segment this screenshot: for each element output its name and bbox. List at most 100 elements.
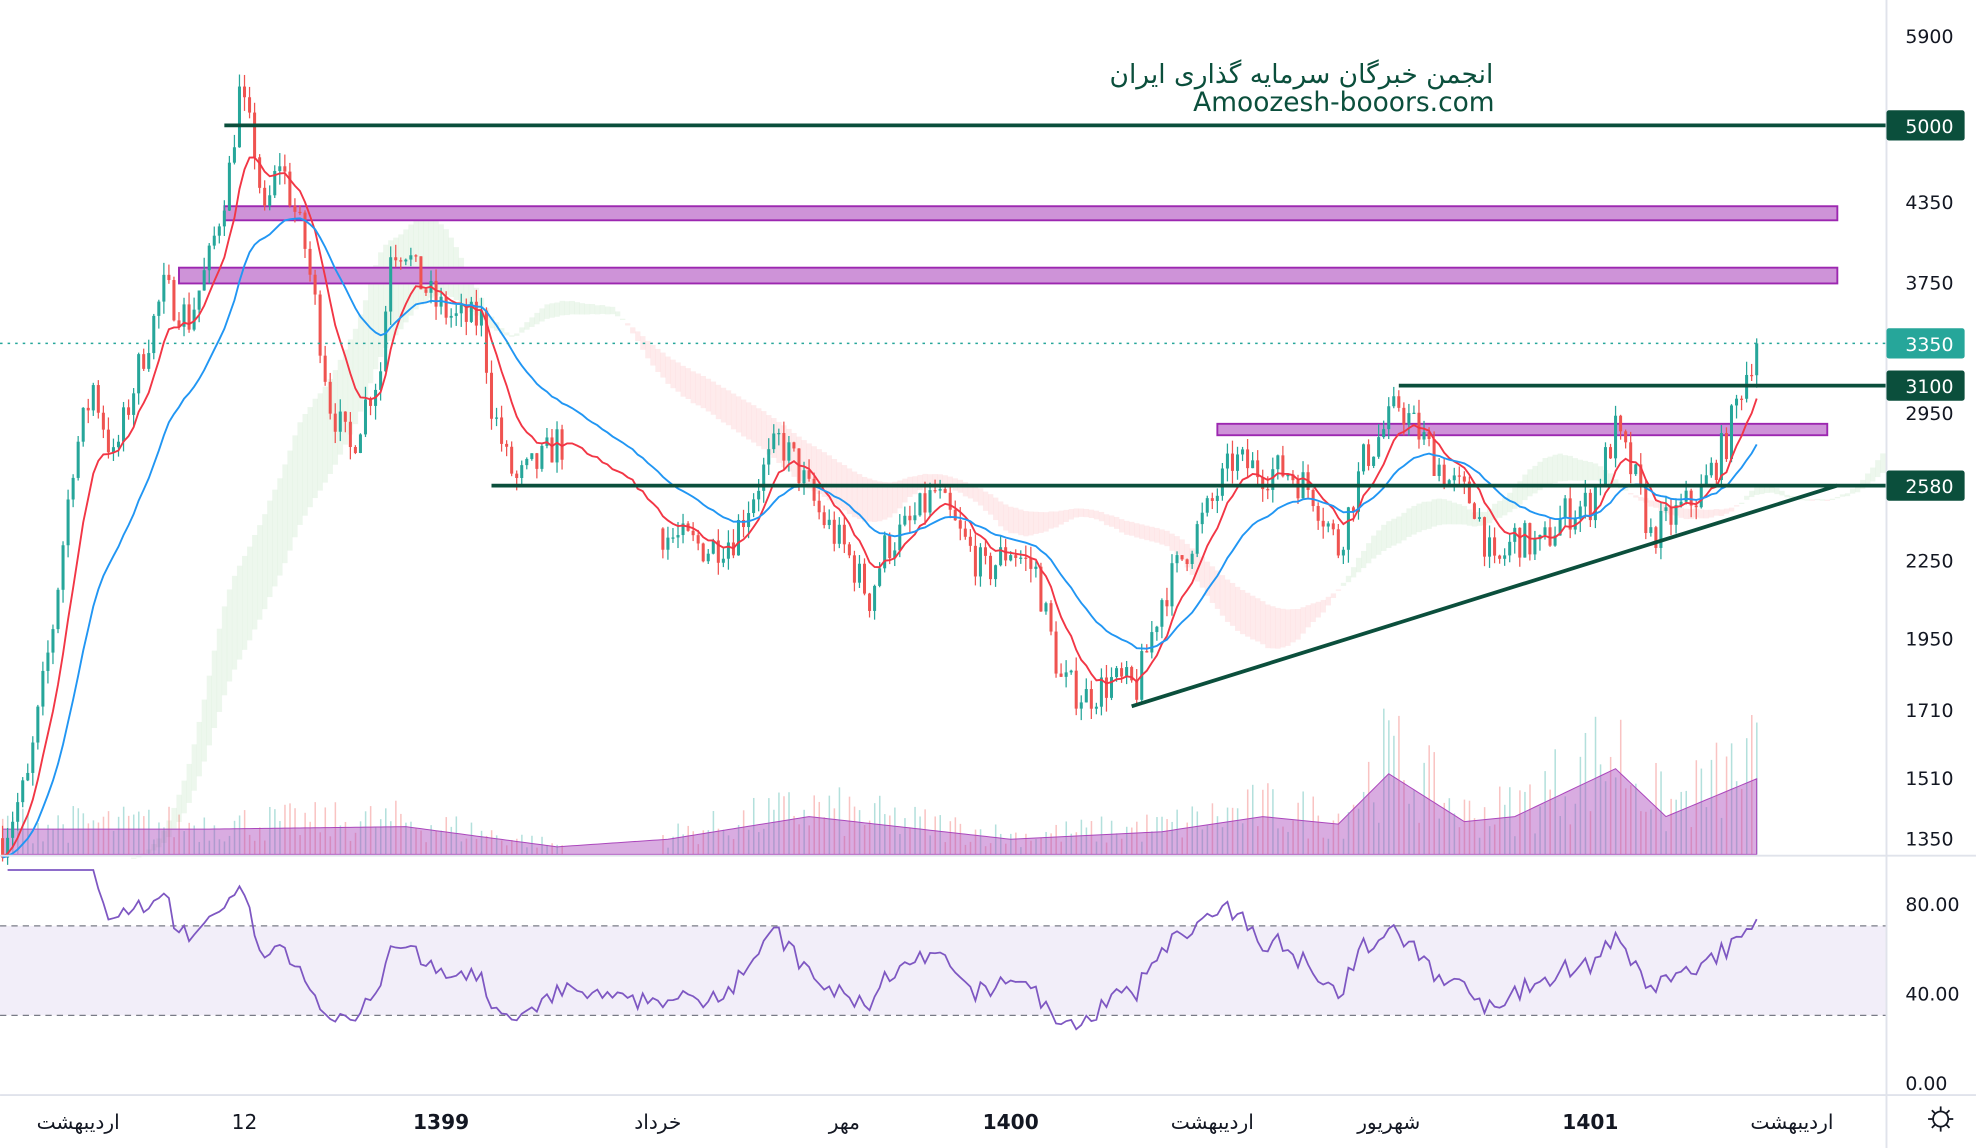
trendline[interactable] (1131, 483, 1838, 709)
settings-button[interactable] (1928, 1106, 1954, 1132)
volume-bar (1685, 790, 1688, 855)
volume-bar (1514, 836, 1516, 855)
cloud-segment (196, 721, 202, 777)
resistance-zone[interactable] (178, 266, 1839, 285)
candle-body (152, 315, 156, 354)
cloud-segment (181, 780, 187, 814)
cloud-segment (791, 433, 797, 477)
candle-body (852, 555, 856, 583)
time-tick-label: 1400 (983, 1110, 1039, 1134)
volume-bar (1574, 803, 1577, 855)
cloud-segment (544, 304, 550, 319)
time-axis[interactable]: اردیبهشت 12 1399 خرداد مهر 1400 اردیبهشت شهریور… (37, 1110, 1834, 1134)
candle-body (1044, 603, 1048, 612)
volume-bar (1322, 837, 1325, 855)
volume-bar (1433, 752, 1435, 855)
cloud-segment (1754, 487, 1760, 495)
cloud-segment (1799, 498, 1805, 501)
volume-bar (1146, 814, 1148, 855)
volume-bar (768, 798, 770, 855)
volume-bar (1075, 832, 1078, 855)
volume-bar (188, 822, 190, 855)
cloud-segment (1466, 509, 1473, 526)
cloud-segment (715, 384, 722, 420)
candle-body (81, 407, 85, 442)
candle-body (1180, 555, 1184, 560)
volume-bar (37, 823, 39, 855)
cloud-segment (1562, 455, 1568, 482)
volume-bar (299, 835, 301, 855)
candle-body (530, 453, 534, 459)
candle-body (767, 449, 771, 465)
candle-body (1442, 464, 1446, 487)
candle-body (873, 585, 877, 611)
cloud-segment (176, 794, 182, 822)
cloud-segment (1315, 601, 1321, 618)
cloud-segment (1774, 488, 1780, 495)
volume-bar (243, 810, 246, 855)
candle-body (1377, 437, 1381, 457)
cloud-segment (1542, 457, 1548, 488)
candle-body (404, 259, 408, 262)
cloud-segment (982, 491, 989, 511)
volume-bar (1282, 826, 1284, 855)
cloud-segment (1537, 461, 1543, 491)
volume-bar (531, 835, 533, 855)
cloud-segment (841, 465, 848, 511)
cloud-segment (1134, 523, 1140, 538)
cloud-segment (1214, 570, 1221, 609)
volume-bar (868, 820, 871, 855)
volume-bar (1725, 756, 1728, 855)
candle-body (777, 433, 781, 435)
candle-body (1523, 523, 1527, 558)
volume-bar (183, 831, 185, 855)
volume-bar (385, 808, 387, 855)
cloud-segment (1098, 511, 1105, 522)
volume-bar (309, 821, 311, 855)
level-badge-3100[interactable]: 3100 (1886, 370, 1965, 401)
volume-bar (828, 795, 831, 855)
volume-bar (919, 816, 921, 855)
candle-body (283, 166, 287, 172)
cloud-segment (1597, 466, 1604, 482)
candle-body (237, 86, 241, 148)
volume-bar (1297, 802, 1299, 855)
cloud-segment (1270, 606, 1276, 649)
candle-body (510, 446, 514, 474)
cloud-segment (1728, 507, 1735, 512)
resistance-zone[interactable] (1216, 422, 1829, 437)
level-badge-5000[interactable]: 5000 (1886, 110, 1965, 141)
volume-bar (1070, 833, 1073, 855)
cloud-segment (846, 468, 853, 515)
candle-body (1689, 490, 1693, 506)
cloud-segment (670, 359, 676, 389)
resistance-zone[interactable] (223, 205, 1839, 222)
cloud-segment (443, 229, 449, 295)
volume-bar (899, 833, 901, 855)
candle-body (963, 528, 967, 537)
volume-bar (677, 823, 679, 855)
candle-body (1493, 537, 1497, 556)
cloud-segment (1285, 609, 1291, 646)
last-price-badge[interactable]: 3350 (1886, 328, 1965, 359)
volume-bar (460, 841, 463, 855)
volume-bar (1191, 806, 1194, 855)
candle-body (661, 528, 665, 550)
candle-body (1059, 673, 1063, 677)
cloud-segment (1355, 557, 1362, 573)
cloud-segment (559, 300, 565, 316)
volume-bar (999, 833, 1002, 855)
cloud-segment (1381, 524, 1387, 551)
candle-body (1034, 566, 1038, 569)
volume-bar (1635, 783, 1637, 855)
volume-bar (67, 842, 69, 855)
candle-body (1755, 343, 1759, 376)
candle-body (1614, 415, 1618, 459)
candle-body (1694, 505, 1698, 508)
level-badge-2580[interactable]: 2580 (1886, 470, 1965, 501)
horizontal-levels[interactable] (0, 123, 1887, 709)
cloud-segment (499, 328, 505, 334)
candle-body (1251, 460, 1255, 469)
